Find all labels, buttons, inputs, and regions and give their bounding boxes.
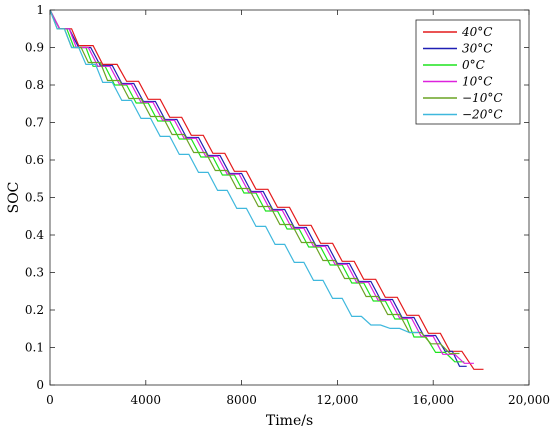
y-tick-label: 0.6 bbox=[25, 153, 44, 167]
legend-label-3: 10°C bbox=[462, 75, 492, 89]
legend-label-0: 40°C bbox=[461, 25, 492, 39]
y-tick-label: 0.2 bbox=[25, 303, 44, 317]
y-tick-label: 0 bbox=[36, 378, 44, 392]
y-axis-label: SOC bbox=[6, 182, 22, 214]
x-tick-label: 16,000 bbox=[412, 393, 454, 407]
series-line-1 bbox=[49, 9, 467, 367]
legend-box bbox=[415, 19, 521, 125]
y-tick-label: 0.5 bbox=[25, 191, 44, 205]
y-tick-label: 0.4 bbox=[25, 228, 44, 242]
x-tick-label: 4000 bbox=[131, 393, 162, 407]
legend-label-4: −10°C bbox=[462, 91, 503, 105]
y-tick-label: 0.9 bbox=[25, 41, 44, 55]
x-axis-label: Time/s bbox=[266, 413, 313, 429]
x-tick-label: 8000 bbox=[226, 393, 257, 407]
legend-label-2: 0°C bbox=[462, 58, 485, 72]
x-tick-label: 12,000 bbox=[316, 393, 358, 407]
y-tick-label: 0.7 bbox=[25, 116, 44, 130]
series-line-4 bbox=[49, 9, 460, 355]
legend-label-1: 30°C bbox=[462, 42, 492, 56]
series-line-0 bbox=[49, 9, 484, 370]
series-line-3 bbox=[49, 9, 474, 364]
y-tick-label: 0.3 bbox=[25, 266, 44, 280]
series-layer bbox=[49, 9, 484, 370]
series-line-2 bbox=[49, 9, 465, 363]
legend: 40°C 30°C 0°C 10°C −10°C −20°C bbox=[415, 19, 521, 125]
x-tick-label: 0 bbox=[46, 393, 54, 407]
y-tick-label: 1 bbox=[36, 3, 44, 17]
ticks-layer: 0 4000 8000 12,000 16,000 20,000 0 0.1 0.2 0.3 0.4… bbox=[25, 3, 550, 407]
series-line-5 bbox=[49, 9, 419, 334]
y-tick-label: 0.1 bbox=[25, 341, 44, 355]
y-tick-label: 0.8 bbox=[25, 78, 44, 92]
legend-label-5: −20°C bbox=[462, 108, 503, 122]
x-tick-label: 20,000 bbox=[508, 393, 550, 407]
